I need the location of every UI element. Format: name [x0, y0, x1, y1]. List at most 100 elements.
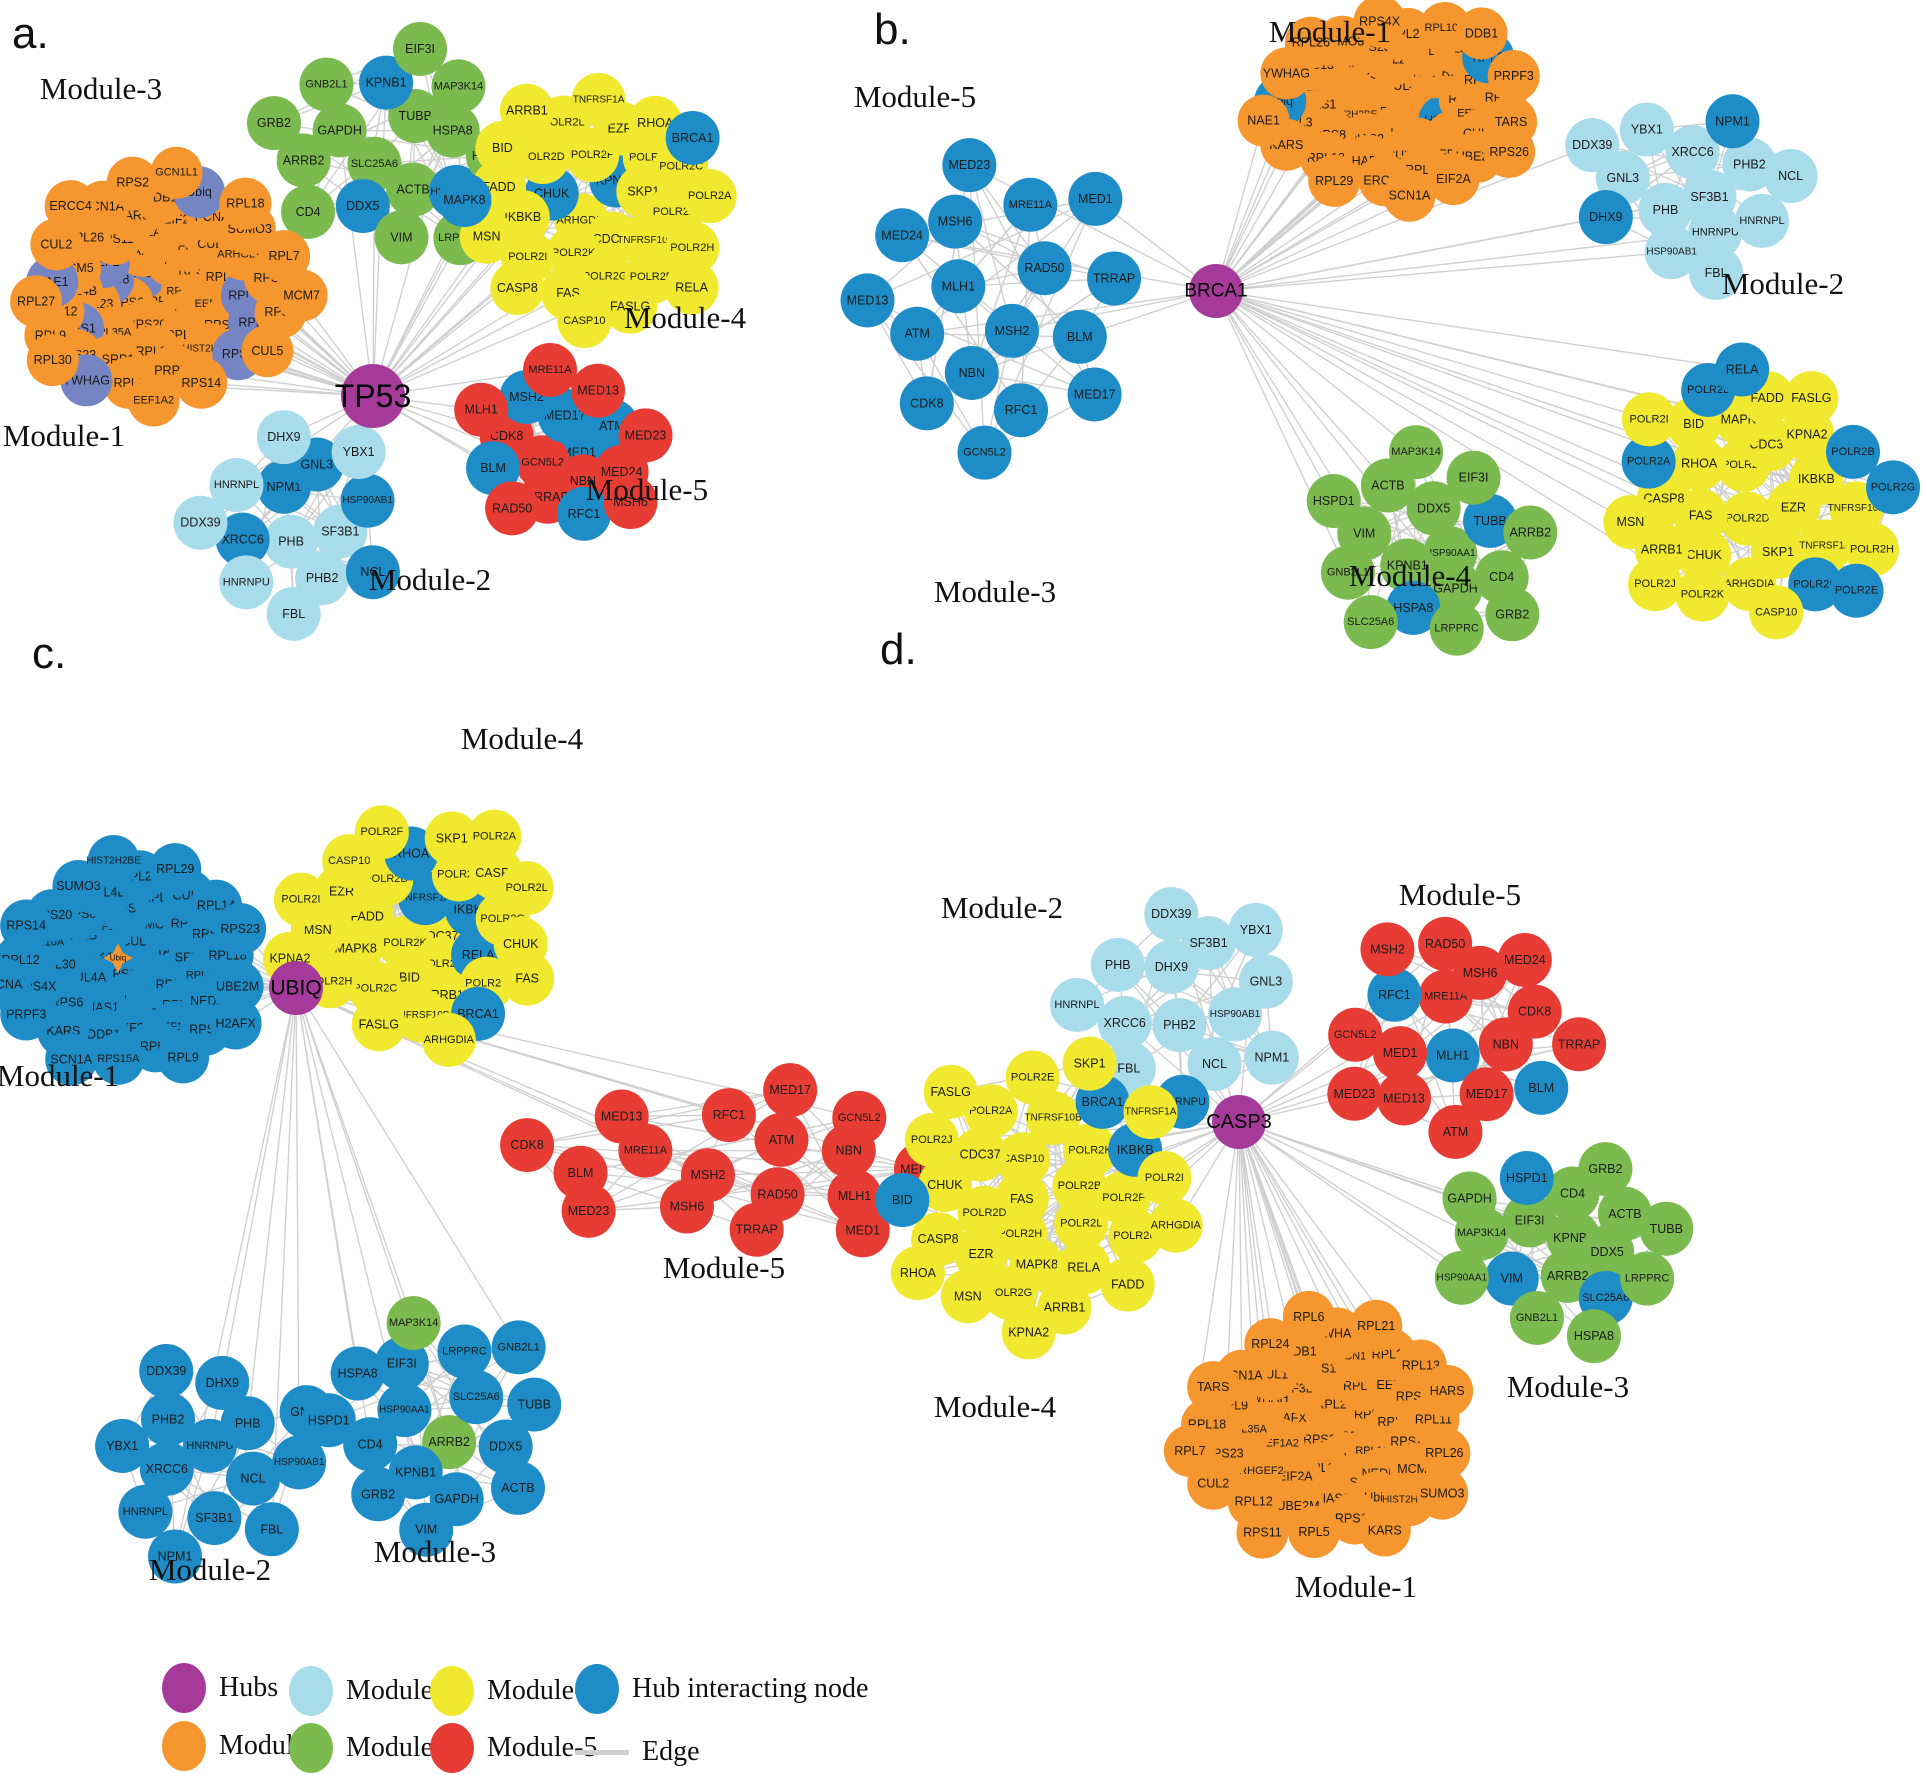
node-UBE2M[interactable]: UBE2M: [211, 960, 264, 1013]
node-CD4[interactable]: CD4: [343, 1417, 398, 1472]
node-GCN5L2[interactable]: GCN5L2: [832, 1090, 887, 1145]
node-POLR2A[interactable]: POLR2A: [682, 169, 737, 224]
node-HSP90AA1[interactable]: HSP90AA1: [1434, 1250, 1489, 1305]
node-RAD50[interactable]: RAD50: [1017, 241, 1072, 296]
node-NCL[interactable]: NCL: [1187, 1036, 1242, 1091]
node-FADD[interactable]: FADD: [1100, 1257, 1155, 1312]
node-SCN1A[interactable]: SCN1A: [1383, 169, 1436, 222]
node-RELA[interactable]: RELA: [1715, 342, 1770, 397]
node-MED13[interactable]: MED13: [571, 363, 626, 418]
node-MSH2[interactable]: MSH2: [984, 303, 1039, 358]
node-POLR2L[interactable]: POLR2L: [499, 861, 554, 916]
node-SKP1[interactable]: SKP1: [1062, 1036, 1117, 1091]
node-VIM[interactable]: VIM: [1484, 1251, 1539, 1306]
node-MED23[interactable]: MED23: [618, 408, 673, 463]
node-GNB2L1[interactable]: GNB2L1: [491, 1320, 546, 1375]
node-RFC1[interactable]: RFC1: [701, 1088, 756, 1143]
node-FAS[interactable]: FAS: [500, 951, 555, 1006]
node-MED13[interactable]: MED13: [1377, 1071, 1432, 1126]
node-MCM7[interactable]: MCM7: [275, 269, 328, 322]
node-SF3B1[interactable]: SF3B1: [187, 1491, 242, 1546]
node-GRB2[interactable]: GRB2: [1578, 1142, 1633, 1197]
node-NPM1[interactable]: NPM1: [1705, 94, 1760, 149]
node-PHB[interactable]: PHB: [1090, 937, 1145, 992]
node-DDX39[interactable]: DDX39: [1565, 118, 1620, 173]
node-YBX1[interactable]: YBX1: [95, 1418, 150, 1473]
node-RFC1[interactable]: RFC1: [556, 486, 611, 541]
node-MED1[interactable]: MED1: [1068, 171, 1123, 226]
node-MAP3K14[interactable]: MAP3K14: [1389, 425, 1444, 480]
node-RAD50[interactable]: RAD50: [485, 481, 540, 536]
node-HNRNPU[interactable]: HNRNPU: [219, 555, 274, 610]
node-TRRAP[interactable]: TRRAP: [1087, 251, 1142, 306]
node-RPS14[interactable]: RPS14: [0, 899, 53, 952]
node-RPS14[interactable]: RPS14: [175, 356, 228, 409]
node-POLR2J[interactable]: POLR2J: [1628, 557, 1683, 612]
node-MSH6[interactable]: MSH6: [603, 475, 658, 530]
node-RPS23[interactable]: RPS23: [214, 902, 267, 955]
node-TNFRSF10B[interactable]: TNFRSF10B: [1024, 1091, 1082, 1146]
node-ACTB[interactable]: ACTB: [1597, 1186, 1652, 1241]
node-POLR2C[interactable]: POLR2C: [1788, 557, 1843, 612]
node-RPL26[interactable]: RPL26: [1284, 16, 1337, 69]
node-GRB2[interactable]: GRB2: [246, 96, 301, 151]
node-POLR2A[interactable]: POLR2A: [963, 1084, 1018, 1139]
node-BLM[interactable]: BLM: [1514, 1060, 1569, 1115]
node-CDC37[interactable]: CDC37: [953, 1127, 1008, 1182]
hub-TP53[interactable]: TP53: [335, 364, 411, 428]
node-MSN[interactable]: MSN: [940, 1269, 995, 1324]
node-CDK8[interactable]: CDK8: [500, 1118, 555, 1173]
node-RPL24[interactable]: RPL24: [1244, 1318, 1297, 1371]
node-TNFRSF1A[interactable]: TNFRSF1A: [1123, 1085, 1178, 1140]
node-HNRNPU[interactable]: HNRNPU: [1688, 205, 1743, 260]
node-HSPD1[interactable]: HSPD1: [301, 1393, 356, 1448]
node-CDK8[interactable]: CDK8: [899, 376, 954, 431]
node-XRCC6[interactable]: XRCC6: [1097, 996, 1152, 1051]
node-POLR2G[interactable]: POLR2G: [1866, 460, 1921, 515]
node-EEF1A2[interactable]: EEF1A2: [127, 374, 180, 427]
node-ATM[interactable]: ATM: [890, 306, 945, 361]
node-MSH6[interactable]: MSH6: [659, 1179, 714, 1234]
node-RPS4X[interactable]: RPS4X: [1353, 0, 1406, 48]
node-TNFRSF1A[interactable]: TNFRSF1A: [571, 72, 626, 127]
node-YBX1[interactable]: YBX1: [331, 425, 386, 480]
node-HSP90AB1[interactable]: HSP90AB1: [340, 473, 395, 528]
node-MED13[interactable]: MED13: [840, 273, 895, 328]
node-POLR2L[interactable]: POLR2L: [1054, 1196, 1109, 1251]
node-MED23[interactable]: MED23: [1327, 1066, 1382, 1121]
node-CD4[interactable]: CD4: [281, 184, 336, 239]
node-MLH1[interactable]: MLH1: [931, 259, 986, 314]
node-FASLG[interactable]: FASLG: [1784, 371, 1839, 426]
node-PHB2[interactable]: PHB2: [140, 1392, 195, 1447]
node-PRPF3[interactable]: PRPF3: [1487, 49, 1540, 102]
node-SLC25A6[interactable]: SLC25A6: [1343, 595, 1398, 650]
node-POLR2K[interactable]: POLR2K: [1062, 1123, 1117, 1178]
node-HSPD1[interactable]: HSPD1: [1306, 474, 1361, 529]
node-MED1[interactable]: MED1: [835, 1203, 890, 1258]
node-GNL3[interactable]: GNL3: [1238, 954, 1293, 1009]
node-POLR2H[interactable]: POLR2H: [1844, 522, 1899, 577]
node-NCL[interactable]: NCL: [345, 545, 400, 600]
node-RHOA[interactable]: RHOA: [1672, 436, 1727, 491]
node-HSPD1[interactable]: HSPD1: [1499, 1150, 1554, 1205]
node-MSH6[interactable]: MSH6: [928, 194, 983, 249]
node-RFC1[interactable]: RFC1: [1367, 967, 1422, 1022]
node-RPL27[interactable]: RPL27: [10, 275, 63, 328]
node-YBX1[interactable]: YBX1: [1228, 902, 1283, 957]
node-MLH1[interactable]: MLH1: [1425, 1028, 1480, 1083]
node-SLC25A6[interactable]: SLC25A6: [449, 1370, 504, 1425]
node-YBX1[interactable]: YBX1: [1619, 102, 1674, 157]
node-FBL[interactable]: FBL: [266, 586, 321, 641]
node-CASP10[interactable]: CASP10: [996, 1132, 1051, 1187]
node-DDX5[interactable]: DDX5: [478, 1419, 533, 1474]
node-MED24[interactable]: MED24: [875, 208, 930, 263]
node-MED1[interactable]: MED1: [1373, 1026, 1428, 1081]
node-RPS15A[interactable]: RPS15A: [92, 1032, 145, 1085]
node-FASLG[interactable]: FASLG: [351, 997, 406, 1052]
node-TUBB[interactable]: TUBB: [507, 1377, 562, 1432]
node-RPL7[interactable]: RPL7: [1163, 1425, 1216, 1478]
node-RPL29[interactable]: RPL29: [149, 843, 202, 896]
node-BLM[interactable]: BLM: [1052, 309, 1107, 364]
node-CHUK[interactable]: CHUK: [917, 1158, 972, 1213]
node-RPS2[interactable]: RPS2: [106, 156, 159, 209]
